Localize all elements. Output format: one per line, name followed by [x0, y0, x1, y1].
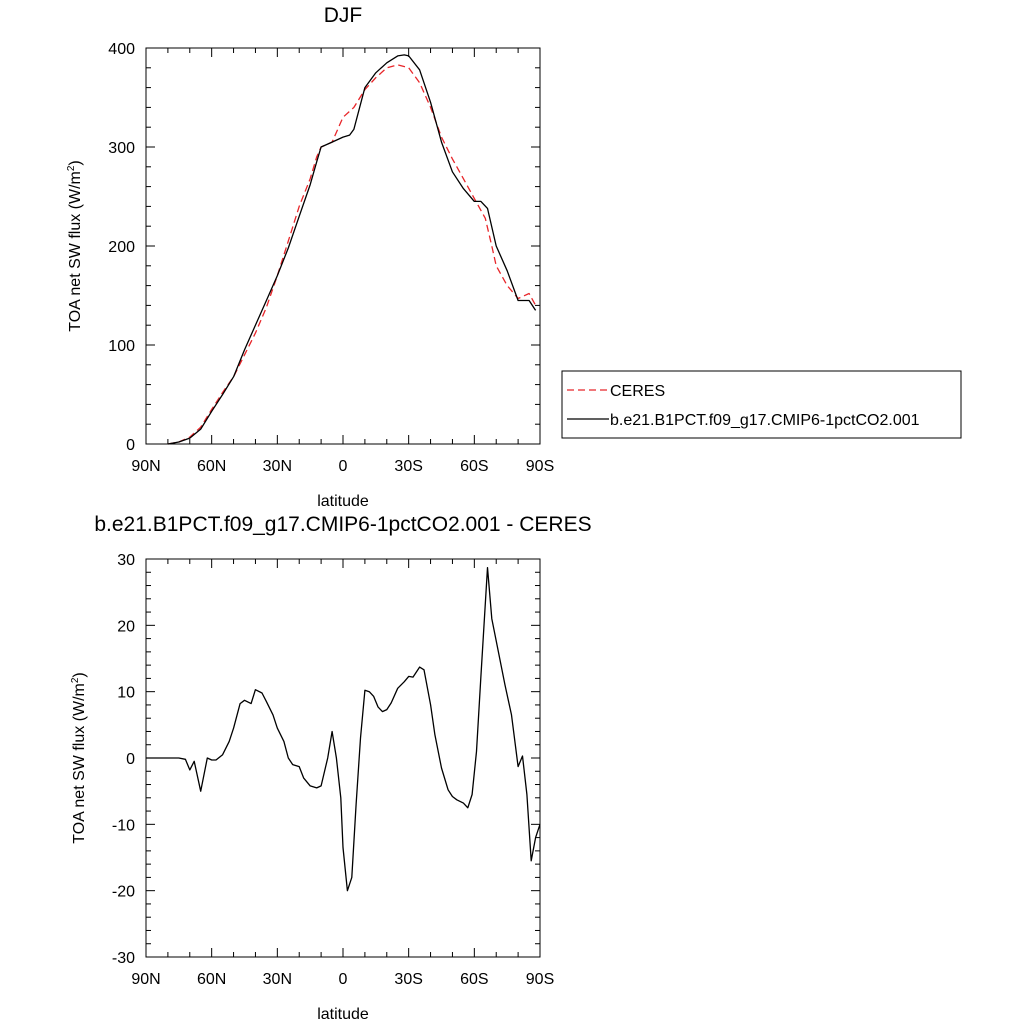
top-x-tick-label: 30S: [394, 458, 422, 475]
bottom-x-tick-label: 60S: [460, 971, 488, 988]
top-y-axis-label-main: TOA net SW flux (W/m: [67, 171, 84, 332]
bottom-y-tick-label: 20: [117, 618, 135, 635]
bottom-y-axis-label-main: TOA net SW flux (W/m: [71, 683, 88, 844]
bottom-y-axis-label-close: ): [71, 672, 88, 677]
top-x-tick-label: 60N: [197, 458, 226, 475]
top-chart-title: DJF: [324, 4, 363, 27]
top-y-tick-label: 300: [108, 140, 135, 157]
bottom-y-tick-label: 30: [117, 552, 135, 569]
bottom-x-tick-label: 30S: [394, 971, 422, 988]
bottom-y-tick-label: -20: [112, 884, 135, 901]
legend-label-model: b.e21.B1PCT.f09_g17.CMIP6-1pctCO2.001: [610, 412, 920, 429]
bottom-chart: b.e21.B1PCT.f09_g17.CMIP6-1pctCO2.001 - …: [70, 513, 592, 1023]
bottom-x-tick-label: 90N: [131, 971, 160, 988]
bottom-plot-frame: [145, 558, 541, 958]
top-y-tick-label: 400: [108, 41, 135, 58]
bottom-series-line-0: [146, 566, 541, 892]
bottom-x-tick-label: 60N: [197, 971, 226, 988]
top-x-tick-label: 90S: [526, 458, 554, 475]
bottom-x-tick-label: 0: [339, 971, 348, 988]
bottom-y-tick-label: 0: [126, 751, 135, 768]
legend-box: [561, 370, 962, 439]
bottom-x-axis-label: latitude: [317, 1006, 369, 1023]
top-y-tick-label: 200: [108, 239, 135, 256]
top-x-tick-label: 90N: [131, 458, 160, 475]
bottom-y-tick-label: -30: [112, 950, 135, 967]
top-y-tick-label: 100: [108, 338, 135, 355]
bottom-y-axis-label: TOA net SW flux (W/m2): [70, 672, 88, 844]
legend: CERES b.e21.B1PCT.f09_g17.CMIP6-1pctCO2.…: [561, 370, 962, 439]
top-y-axis-label: TOA net SW flux (W/m2): [66, 160, 84, 332]
bottom-y-tick-label: 10: [117, 685, 135, 702]
top-y-axis-label-close: ): [67, 160, 84, 165]
top-x-tick-label: 0: [339, 458, 348, 475]
top-y-tick-label: 0: [126, 437, 135, 454]
top-y-axis-label-sup: 2: [66, 165, 77, 171]
bottom-y-axis-label-sup: 2: [70, 677, 81, 683]
top-chart: DJF 90N 60N 30N 0 30S 60S 90S 0 100 200 300 400 lat…: [66, 4, 962, 510]
top-plot-frame: [145, 47, 541, 445]
bottom-y-tick-label: -10: [112, 817, 135, 834]
top-x-tick-label: 60S: [460, 458, 488, 475]
bottom-x-tick-label: 30N: [263, 971, 292, 988]
bottom-chart-title: b.e21.B1PCT.f09_g17.CMIP6-1pctCO2.001 - …: [94, 513, 591, 536]
legend-label-ceres: CERES: [610, 383, 665, 400]
bottom-x-tick-label: 90S: [526, 971, 554, 988]
top-series-line-0: [167, 64, 537, 445]
top-x-axis-label: latitude: [317, 493, 369, 510]
top-x-tick-label: 30N: [263, 458, 292, 475]
top-series-line-1: [167, 54, 537, 445]
